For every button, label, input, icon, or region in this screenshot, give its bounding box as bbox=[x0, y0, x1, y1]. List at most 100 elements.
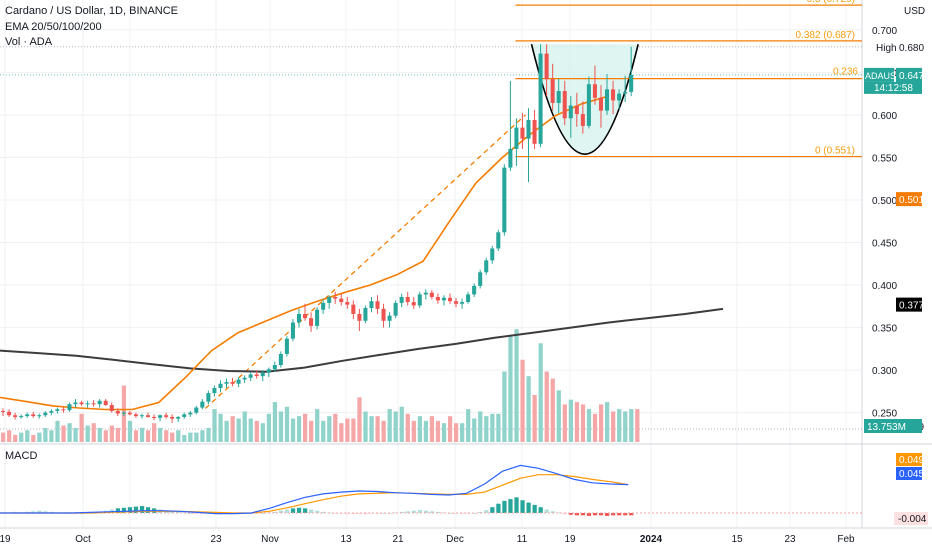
symbol-legend[interactable]: Cardano / US Dollar, 1D, BINANCE bbox=[5, 5, 179, 17]
macd-histogram-bar bbox=[490, 507, 495, 513]
candle-body bbox=[357, 313, 362, 321]
volume-bar bbox=[339, 423, 344, 442]
volume-bar bbox=[43, 427, 48, 442]
macd-histogram-bar bbox=[43, 511, 48, 513]
candle-body bbox=[447, 297, 452, 302]
volume-bar bbox=[623, 411, 628, 442]
candle-body bbox=[152, 416, 157, 418]
volume-bar bbox=[399, 406, 404, 442]
macd-histogram-bar bbox=[611, 513, 616, 516]
volume-bar bbox=[109, 425, 114, 442]
candle-body bbox=[363, 308, 368, 321]
volume-bar bbox=[411, 420, 416, 442]
volume-bar bbox=[224, 420, 229, 442]
volume-bar bbox=[13, 434, 18, 442]
high-tag-value: 0.680 bbox=[899, 43, 924, 54]
candle-body bbox=[339, 298, 344, 303]
volume-bar bbox=[37, 432, 42, 442]
volume-bar bbox=[242, 411, 247, 442]
candle-body bbox=[37, 415, 42, 417]
volume-bar bbox=[508, 336, 513, 442]
candle-body bbox=[212, 388, 217, 394]
volume-bar bbox=[91, 423, 96, 442]
macd-histogram-bar bbox=[556, 512, 561, 514]
volume-bar bbox=[544, 371, 549, 442]
candle-body bbox=[623, 91, 628, 94]
candle-body bbox=[345, 302, 350, 305]
macd-histogram-bar bbox=[550, 511, 555, 513]
macd-histogram-bar bbox=[526, 502, 531, 513]
countdown-label: 14:12:58 bbox=[874, 83, 913, 94]
candle-body bbox=[484, 260, 489, 273]
candle-body bbox=[429, 292, 434, 297]
macd-histogram-bar bbox=[460, 513, 465, 514]
candle-body bbox=[1, 410, 6, 412]
macd-histogram-bar bbox=[429, 511, 435, 513]
volume-bar bbox=[586, 409, 592, 442]
candle-body bbox=[79, 402, 84, 405]
volume-bar bbox=[278, 411, 284, 442]
candle-body bbox=[369, 301, 374, 309]
candle-body bbox=[91, 403, 96, 405]
price-tick-label: 0.700 bbox=[872, 26, 897, 37]
macd-histogram-bar bbox=[405, 511, 410, 513]
macd-histogram-bar bbox=[200, 513, 205, 514]
candle-body bbox=[514, 127, 519, 149]
volume-bar bbox=[393, 411, 398, 442]
macd-histogram-bar bbox=[562, 513, 567, 515]
time-tick-label: 21 bbox=[392, 534, 404, 545]
signal-tag-bg bbox=[896, 467, 922, 480]
macd-histogram-bar bbox=[321, 511, 326, 513]
macd-histogram-bar bbox=[31, 511, 36, 513]
candle-body bbox=[417, 294, 422, 306]
candle-body bbox=[43, 412, 48, 416]
volume-bar bbox=[1, 432, 6, 442]
price-tick-label: 0.600 bbox=[872, 111, 897, 122]
macd-histogram-bar bbox=[351, 513, 356, 515]
volume-bar bbox=[158, 427, 163, 442]
macd-histogram-bar bbox=[260, 513, 265, 514]
time-tick-label: 15 bbox=[731, 534, 743, 545]
time-tick-label: Dec bbox=[446, 534, 464, 545]
signal-value: 0.045 bbox=[899, 469, 924, 480]
high-tag-label: High bbox=[876, 43, 897, 54]
volume-bar bbox=[212, 409, 217, 442]
macd-histogram-bar bbox=[37, 510, 42, 513]
macd-histogram-bar bbox=[363, 513, 368, 515]
volume-bar bbox=[496, 413, 501, 442]
candle-body bbox=[13, 415, 18, 417]
volume-bar bbox=[611, 411, 616, 442]
volume-bar bbox=[574, 402, 580, 442]
candle-body bbox=[496, 232, 501, 249]
candle-body bbox=[460, 302, 465, 304]
candle-body bbox=[194, 407, 199, 413]
macd-histogram-bar bbox=[411, 510, 416, 513]
candle-body bbox=[278, 353, 283, 366]
volume-bar bbox=[182, 434, 187, 442]
volume-bar bbox=[381, 420, 386, 442]
candle-body bbox=[393, 302, 398, 316]
macd-histogram-bar bbox=[315, 510, 320, 513]
time-tick-label: 19 bbox=[564, 534, 576, 545]
macd-legend[interactable]: MACD bbox=[5, 450, 38, 462]
macd-histogram-bar bbox=[170, 511, 175, 513]
candle-body bbox=[454, 301, 459, 304]
volume-bar bbox=[435, 420, 441, 442]
volume-bar bbox=[296, 416, 302, 442]
volume-legend[interactable]: Vol · ADA bbox=[5, 36, 53, 48]
volume-bar bbox=[532, 395, 537, 442]
candle-body bbox=[115, 410, 120, 414]
price-tick-label: 0.500 bbox=[872, 196, 897, 207]
time-tick-label: 19 bbox=[0, 534, 11, 545]
candle-body bbox=[333, 296, 338, 299]
candle-body bbox=[266, 369, 271, 373]
volume-bar bbox=[502, 371, 507, 442]
cup-curve bbox=[530, 44, 639, 155]
volume-bar bbox=[79, 413, 84, 442]
macd-histogram-bar bbox=[447, 513, 453, 514]
volume-bar bbox=[592, 413, 598, 442]
volume-bar bbox=[333, 413, 338, 442]
ema-legend[interactable]: EMA 20/50/100/200 bbox=[5, 21, 102, 33]
volume-bar bbox=[127, 420, 133, 442]
